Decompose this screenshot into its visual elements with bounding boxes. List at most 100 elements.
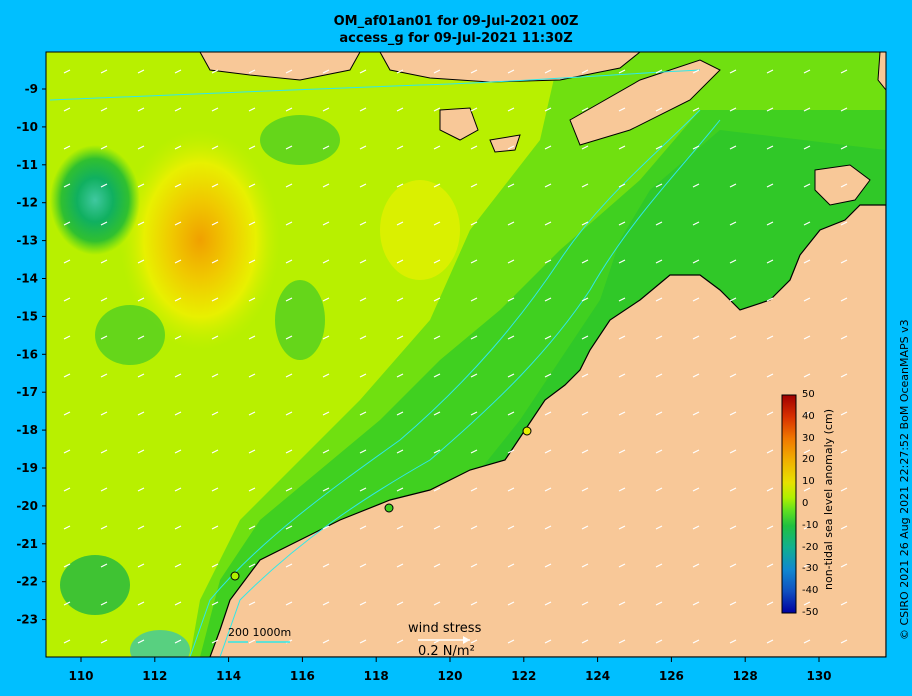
wind-vector-arrow — [100, 411, 108, 416]
wind-vector-arrow — [692, 373, 700, 378]
wind-vector-arrow — [655, 221, 663, 226]
wind-vector-arrow — [285, 183, 293, 188]
wind-vector-arrow — [63, 487, 71, 492]
wind-vector-arrow — [396, 145, 404, 150]
wind-vector-arrow — [359, 601, 367, 606]
wind-vector-arrow — [729, 221, 737, 226]
wind-vector-arrow — [248, 335, 256, 340]
wind-vector-arrow — [359, 525, 367, 530]
wind-vector-arrow — [544, 335, 552, 340]
wind-vector-arrow — [174, 69, 182, 74]
wind-vector-arrow — [803, 69, 811, 74]
wind-vector-arrow — [803, 221, 811, 226]
wind-vector-arrow — [248, 601, 256, 606]
wind-vector-arrow — [137, 601, 145, 606]
wind-vector-arrow — [470, 259, 478, 264]
wind-vector-arrow — [840, 563, 848, 568]
wind-vector-arrow — [803, 259, 811, 264]
lon-tick-label: 128 — [733, 669, 758, 683]
wind-vector-arrow — [359, 69, 367, 74]
anomaly-low-blob — [50, 145, 140, 255]
wind-vector-arrow — [581, 259, 589, 264]
wind-vector-arrow — [248, 525, 256, 530]
lat-tick-label: -12 — [16, 196, 38, 210]
wind-vector-arrow — [396, 183, 404, 188]
wind-vector-arrow — [507, 411, 515, 416]
wind-vector-arrow — [285, 259, 293, 264]
wind-vector-arrow — [692, 639, 700, 644]
wind-vector-arrow — [507, 639, 515, 644]
wind-vector-arrow — [433, 107, 441, 112]
wind-vector-arrow — [655, 639, 663, 644]
wind-vector-arrow — [729, 487, 737, 492]
wind-vector-arrow — [581, 145, 589, 150]
wind-vector-arrow — [544, 373, 552, 378]
wind-vector-arrow — [248, 487, 256, 492]
wind-vector-arrow — [396, 297, 404, 302]
wind-vector-arrow — [174, 145, 182, 150]
wind-vector-arrow — [692, 69, 700, 74]
wind-vector-arrow — [137, 69, 145, 74]
wind-vector-arrow — [63, 107, 71, 112]
chart-subtitle: access_g for 09-Jul-2021 11:30Z — [339, 31, 573, 46]
wind-vector-arrow — [655, 297, 663, 302]
colorbar — [781, 394, 797, 614]
wind-vector-arrow — [211, 601, 219, 606]
wind-vector-arrow — [248, 373, 256, 378]
wind-vector-arrow — [766, 487, 774, 492]
wind-vector-arrow — [63, 449, 71, 454]
wind-stress-title: wind stress — [408, 621, 482, 636]
anomaly-high-blob — [120, 130, 280, 350]
wind-vector-arrow — [803, 335, 811, 340]
wind-vector-arrow — [137, 373, 145, 378]
island-small-1 — [489, 134, 521, 153]
wind-vector-arrow — [100, 335, 108, 340]
wind-vector-arrow — [211, 373, 219, 378]
wind-vector-arrow — [174, 297, 182, 302]
wind-vector-arrow — [507, 259, 515, 264]
wind-vector-arrow — [803, 449, 811, 454]
wind-vector-arrow — [359, 563, 367, 568]
wind-vector-arrow — [803, 563, 811, 568]
wind-vector-arrow — [248, 107, 256, 112]
wind-vector-arrow — [692, 449, 700, 454]
colorbar-tick-label: 40 — [802, 410, 815, 422]
wind-vector-arrow — [63, 183, 71, 188]
wind-vector-arrow — [396, 563, 404, 568]
wind-vector-arrow — [766, 107, 774, 112]
wind-vector-arrow — [618, 259, 626, 264]
lon-tick-label: 112 — [142, 669, 167, 683]
wind-vector-arrow — [581, 601, 589, 606]
wind-vector-arrow — [544, 183, 552, 188]
wind-vector-arrow — [581, 69, 589, 74]
wind-vector-arrow — [803, 411, 811, 416]
wind-vector-arrow — [581, 107, 589, 112]
wind-vector-arrow — [470, 449, 478, 454]
wind-vector-arrow — [137, 145, 145, 150]
depth-scale-label: 200 1000m — [228, 626, 292, 639]
wind-vector-arrow — [470, 335, 478, 340]
map-plot-area — [46, 52, 886, 657]
wind-vector-arrow — [359, 335, 367, 340]
lon-tick-label: 124 — [585, 669, 610, 683]
wind-vector-arrow — [544, 107, 552, 112]
wind-vector-arrow — [581, 563, 589, 568]
wind-stress-arrowhead — [463, 636, 470, 644]
wind-vector-arrow — [433, 563, 441, 568]
wind-vector-arrow — [100, 487, 108, 492]
wind-vector-arrow — [137, 335, 145, 340]
wind-vector-arrow — [285, 563, 293, 568]
colorbar-label: non-tidal sea level anomaly (cm) — [822, 409, 835, 590]
wind-vector-arrow — [618, 411, 626, 416]
wind-vector-arrow — [322, 487, 330, 492]
wind-vector-arrow — [729, 525, 737, 530]
wind-vector-arrow — [63, 525, 71, 530]
wind-vector-arrow — [581, 411, 589, 416]
wind-vector-arrow — [433, 183, 441, 188]
wind-vector-arrow — [396, 373, 404, 378]
wind-vector-arrow — [433, 221, 441, 226]
lat-tick-label: -15 — [16, 309, 38, 323]
wind-vector-arrow — [285, 601, 293, 606]
australia-landmass — [209, 204, 886, 657]
wind-vector-arrow — [618, 639, 626, 644]
